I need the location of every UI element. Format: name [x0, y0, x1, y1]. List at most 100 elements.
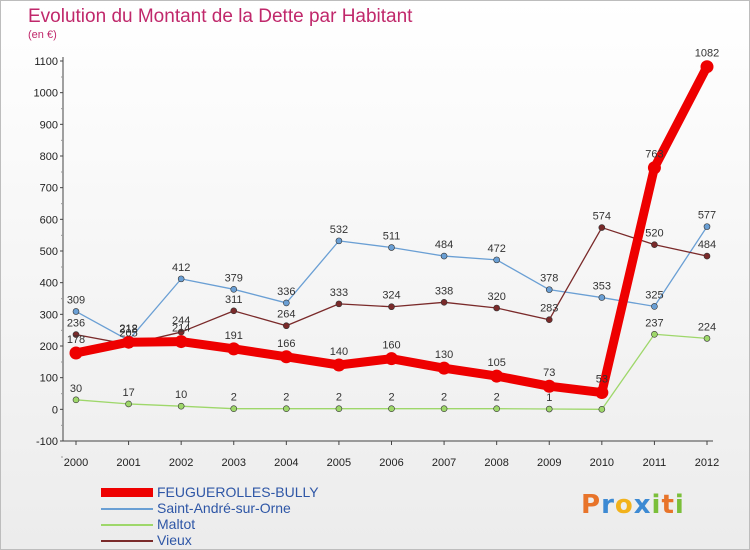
- series-point-3: [72, 396, 80, 404]
- data-label-2: 532: [330, 224, 348, 236]
- unit-label: (en €): [28, 29, 57, 41]
- series-point-3: [230, 405, 238, 413]
- x-tick-label: 2006: [379, 457, 403, 469]
- x-tick-label: 2012: [695, 457, 719, 469]
- series-point-3: [335, 405, 343, 413]
- data-label-1: 53: [596, 374, 608, 386]
- series-point-2: [388, 244, 395, 251]
- series-point-4: [335, 300, 343, 308]
- data-label-4: 320: [487, 291, 505, 303]
- legend-label-3: Maltot: [157, 516, 196, 532]
- series-point-4: [598, 224, 606, 231]
- logo-letter: x: [633, 490, 652, 520]
- data-label-4: 311: [225, 294, 243, 306]
- legend-swatch-4: [101, 540, 153, 542]
- proxiti-logo: Proxiti: [581, 490, 685, 520]
- series-point-2: [703, 223, 711, 230]
- y-tick-label: 0: [52, 404, 58, 416]
- series-point-4: [545, 316, 553, 324]
- series-point-2: [72, 308, 80, 315]
- logo-letter: i: [674, 490, 685, 520]
- data-label-4: 520: [645, 228, 663, 240]
- logo-letter: P: [581, 490, 602, 520]
- data-label-1: 1082: [695, 48, 719, 60]
- data-label-1: 140: [330, 346, 348, 358]
- data-label-1: 191: [225, 330, 243, 342]
- data-label-3: 1: [546, 392, 552, 404]
- data-label-2: 218: [119, 323, 137, 335]
- series-point-3: [598, 406, 606, 413]
- data-label-2: 412: [172, 262, 190, 274]
- x-tick-label: 2002: [169, 457, 193, 469]
- data-label-2: 309: [67, 294, 85, 306]
- legend-item-3: Maltot: [101, 516, 401, 532]
- series-point-1: [227, 342, 241, 356]
- data-label-3: 30: [70, 383, 82, 395]
- data-label-4: 484: [698, 239, 716, 251]
- legend-swatch-1: [101, 488, 153, 497]
- y-tick-label: 500: [40, 246, 58, 258]
- series-point-2: [283, 299, 290, 307]
- series-point-3: [703, 335, 711, 342]
- legend-label-4: Vieux: [157, 532, 192, 548]
- data-label-1: 130: [435, 349, 453, 361]
- data-label-2: 353: [593, 281, 611, 293]
- series-point-3: [125, 400, 132, 408]
- logo-letter: i: [651, 490, 662, 520]
- y-tick-label: 100: [40, 373, 58, 385]
- y-tick-label: 300: [40, 309, 58, 321]
- data-label-1: 763: [645, 149, 663, 161]
- data-label-2: 336: [277, 286, 295, 298]
- series-point-4: [703, 252, 711, 260]
- data-label-2: 325: [645, 289, 663, 301]
- series-point-2: [335, 237, 343, 245]
- data-label-3: 2: [336, 392, 342, 404]
- data-label-2: 511: [383, 231, 401, 243]
- y-tick-label: 800: [40, 151, 58, 163]
- y-tick-label: 900: [40, 119, 58, 131]
- series-line-2: [75, 225, 708, 341]
- legend-label-2: Saint-André-sur-Orne: [157, 500, 291, 516]
- series-point-3: [440, 405, 448, 413]
- data-label-4: 236: [67, 318, 85, 330]
- data-label-4: 574: [593, 211, 611, 223]
- series-point-1: [279, 350, 293, 364]
- data-label-3: 2: [231, 392, 237, 404]
- series-point-1: [332, 358, 346, 372]
- data-label-2: 379: [225, 272, 243, 284]
- series-point-2: [598, 294, 606, 301]
- series-point-1: [700, 60, 714, 74]
- series-point-2: [177, 275, 185, 283]
- data-label-3: 2: [441, 392, 447, 404]
- data-label-1: 178: [67, 334, 85, 346]
- series-point-4: [440, 298, 448, 306]
- x-tick-label: 2000: [64, 457, 88, 469]
- data-label-2: 577: [698, 210, 716, 222]
- data-label-3: 237: [645, 317, 663, 329]
- series-point-1: [647, 161, 661, 175]
- y-tick-label: 1100: [34, 56, 58, 68]
- data-label-4: 338: [435, 285, 453, 297]
- series-point-4: [388, 303, 395, 311]
- data-label-4: 333: [330, 287, 348, 299]
- data-label-2: 472: [487, 243, 505, 255]
- logo-letter: t: [661, 490, 675, 520]
- series-point-3: [493, 405, 500, 413]
- series-point-3: [177, 402, 185, 410]
- data-label-1: 212: [119, 323, 137, 335]
- legend-swatch-2: [101, 508, 153, 510]
- series-point-1: [595, 386, 609, 400]
- y-tick-label: 700: [40, 183, 58, 195]
- x-tick-label: 2011: [643, 457, 667, 469]
- data-label-1: 105: [487, 357, 505, 369]
- y-tick-label: 1000: [34, 88, 58, 100]
- data-label-2: 484: [435, 239, 453, 251]
- data-label-4: 283: [540, 303, 558, 315]
- series-point-3: [388, 405, 395, 413]
- data-label-2: 378: [540, 273, 558, 285]
- legend-item-1: FEUGUEROLLES-BULLY: [101, 484, 401, 500]
- x-tick-label: 2008: [484, 457, 508, 469]
- data-label-4: 244: [172, 315, 190, 327]
